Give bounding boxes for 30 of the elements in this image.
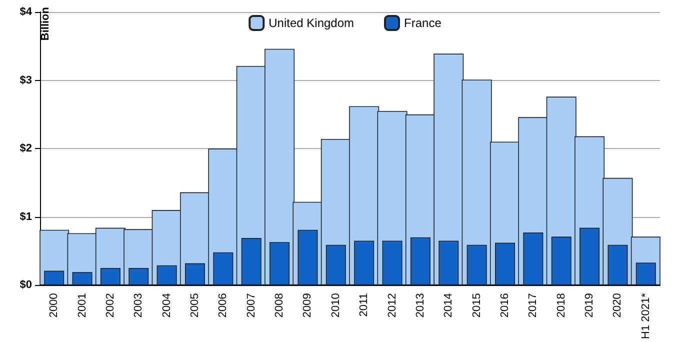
x-tick-label: 2008	[274, 293, 286, 318]
x-tick-label: 2002	[104, 293, 116, 318]
x-tick-label: 2005	[189, 293, 201, 318]
y-tick-label: $2	[20, 142, 32, 155]
x-tick-label: 2007	[245, 293, 258, 318]
x-tick-label: 2001	[76, 293, 88, 318]
x-tick-label: H1 2021*	[640, 292, 652, 340]
x-tick-label: 2009	[302, 293, 314, 318]
y-tick-label: $3	[20, 74, 32, 86]
y-axis-title: Billion	[40, 6, 52, 41]
y-tick-label: $0	[20, 279, 32, 292]
x-tick-label: 2011	[358, 293, 370, 317]
x-tick-label: 2015	[470, 293, 483, 318]
y-tick-label: $4	[20, 6, 33, 18]
x-tick-label: 2018	[555, 293, 568, 318]
x-tick-label: 2016	[499, 293, 511, 318]
legend-label: United Kingdom	[268, 16, 354, 30]
x-tick-label: 2006	[217, 293, 230, 318]
x-tick-label: 2012	[386, 293, 398, 318]
legend-label: France	[404, 16, 442, 30]
x-tick-label: 2019	[584, 293, 596, 318]
x-tick-label: 2003	[132, 293, 145, 318]
x-tick-label: 2004	[160, 293, 173, 318]
x-tick-label: 2000	[48, 293, 60, 318]
y-tick-label: $1	[20, 210, 32, 223]
x-tick-label: 2014	[442, 293, 455, 318]
x-tick-label: 2020	[612, 293, 624, 318]
x-tick-label: 2013	[414, 293, 426, 318]
x-tick-label: 2010	[330, 293, 342, 318]
x-tick-label: 2017	[527, 293, 540, 318]
